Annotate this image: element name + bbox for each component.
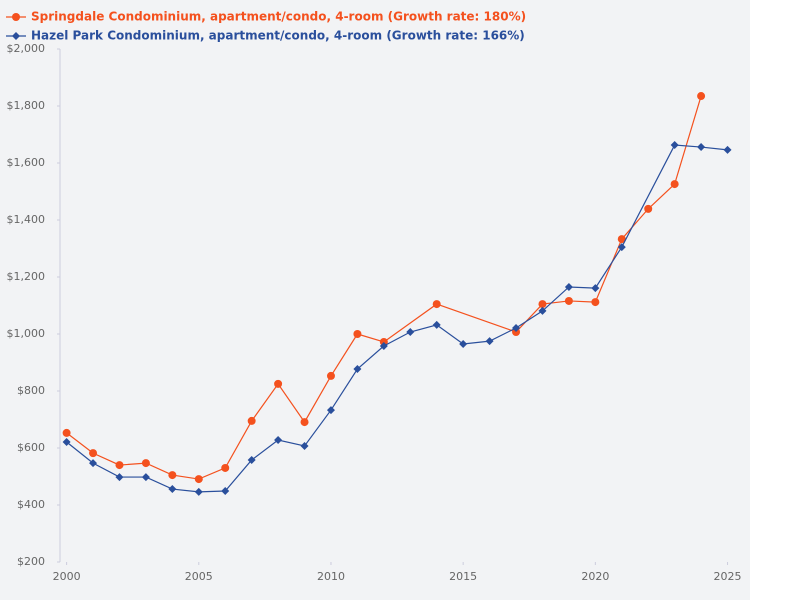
data-point	[670, 141, 679, 150]
data-point	[591, 298, 600, 307]
data-point	[670, 180, 679, 189]
data-point	[168, 471, 177, 480]
data-point	[115, 461, 124, 470]
data-point	[379, 341, 388, 350]
data-point	[697, 143, 706, 152]
data-point	[538, 300, 547, 309]
y-tick-label: $1,800	[7, 99, 46, 112]
data-point	[62, 438, 71, 447]
data-point	[89, 449, 98, 458]
data-point	[247, 455, 256, 464]
y-tick-label: $1,200	[7, 270, 46, 283]
data-point	[274, 436, 283, 445]
data-point	[221, 487, 230, 496]
y-tick-label: $1,000	[7, 327, 46, 340]
data-point	[353, 365, 362, 374]
data-point	[168, 485, 177, 494]
data-point	[89, 459, 98, 468]
y-tick-label: $600	[17, 441, 45, 454]
series-line	[66, 95, 702, 480]
x-tick-label: 2000	[53, 570, 81, 583]
data-point	[406, 328, 415, 337]
y-tick-label: $400	[17, 498, 45, 511]
y-tick-label: $2,000	[7, 42, 46, 55]
data-point	[432, 320, 441, 329]
data-point	[194, 475, 203, 484]
data-point	[300, 418, 309, 427]
data-point	[459, 339, 468, 348]
x-tick-label: 2005	[185, 570, 213, 583]
data-point	[644, 204, 653, 213]
y-tick-label: $1,400	[7, 213, 46, 226]
data-point	[512, 324, 521, 333]
data-point	[326, 371, 335, 380]
legend-marker	[12, 32, 20, 40]
data-point	[353, 330, 362, 338]
data-point	[617, 235, 626, 244]
data-point	[274, 379, 283, 388]
data-point	[485, 337, 494, 346]
data-point	[141, 473, 150, 482]
legend-label[interactable]: Hazel Park Condominium, apartment/condo,…	[31, 29, 525, 43]
data-point	[221, 463, 230, 472]
data-point	[723, 145, 732, 154]
y-tick-label: $1,600	[7, 156, 46, 169]
data-point	[194, 487, 203, 496]
data-point	[538, 306, 547, 315]
data-point	[432, 300, 441, 309]
data-point	[617, 243, 626, 252]
data-point	[591, 284, 600, 293]
legend-marker	[12, 13, 20, 21]
data-point	[564, 296, 573, 305]
data-point	[247, 416, 256, 425]
data-point	[326, 406, 335, 415]
data-point	[697, 92, 706, 101]
x-tick-label: 2025	[714, 570, 742, 583]
y-tick-label: $200	[17, 555, 45, 568]
x-tick-label: 2010	[317, 570, 345, 583]
x-tick-label: 2015	[449, 570, 477, 583]
data-point	[564, 282, 573, 291]
data-point	[115, 473, 124, 482]
data-point	[62, 428, 71, 437]
y-tick-label: $800	[17, 384, 45, 397]
legend-label[interactable]: Springdale Condominium, apartment/condo,…	[31, 10, 526, 24]
data-point	[141, 459, 150, 468]
plot-background	[0, 0, 750, 600]
data-point	[300, 442, 309, 451]
x-tick-label: 2020	[581, 570, 609, 583]
